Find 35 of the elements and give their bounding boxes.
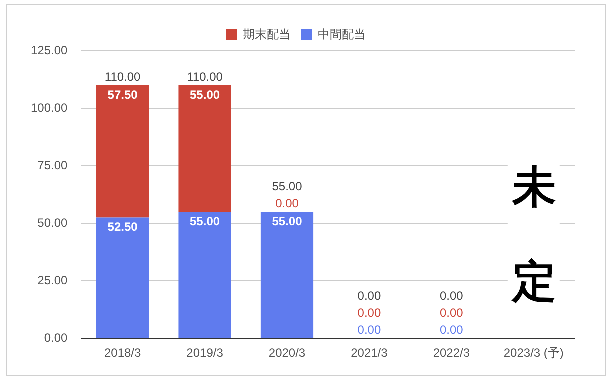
data-label: 0.00 xyxy=(440,306,464,320)
total-label: 0.00 xyxy=(440,322,464,337)
x-tick-label: 2019/3 xyxy=(186,346,224,360)
bar xyxy=(96,86,150,218)
y-tick-label: 25.00 xyxy=(38,273,68,288)
bar xyxy=(178,86,232,212)
total-label: 55.00 xyxy=(272,179,303,194)
bar xyxy=(178,212,232,338)
data-label: 0.00 xyxy=(276,196,300,210)
data-label: 55.00 xyxy=(190,214,220,228)
annotation: 未定 xyxy=(510,128,559,314)
data-label: 52.50 xyxy=(108,220,138,234)
data-label: 0.00 xyxy=(358,306,382,320)
x-tick-label: 2018/3 xyxy=(104,346,142,360)
total-label: 110.00 xyxy=(104,70,142,84)
y-tick-label: 50.00 xyxy=(38,216,68,230)
data-label: 57.50 xyxy=(108,88,138,102)
x-tick-label: 2023/3 (予) xyxy=(504,346,564,360)
y-tick-label: 0.00 xyxy=(44,330,68,345)
total-label: 110.00 xyxy=(187,70,224,84)
y-tick-label: 125.00 xyxy=(31,43,68,58)
data-label: 55.00 xyxy=(190,88,220,102)
data-label: 55.00 xyxy=(272,214,303,228)
legend-label: 中間配当 xyxy=(318,27,366,42)
y-tick-label: 100.00 xyxy=(31,100,68,115)
text: 0.00 xyxy=(440,288,464,303)
total-label: 0.00 xyxy=(358,322,382,337)
bar xyxy=(96,218,150,338)
x-tick-label: 2022/3 xyxy=(433,346,470,360)
y-tick-label: 75.00 xyxy=(38,158,68,172)
x-tick-label: 2020/3 xyxy=(268,346,306,360)
x-tick-label: 2021/3 xyxy=(351,346,388,360)
text: 0.00 xyxy=(358,288,382,303)
bar xyxy=(260,212,314,338)
legend-label: 期末配当 xyxy=(243,27,291,42)
